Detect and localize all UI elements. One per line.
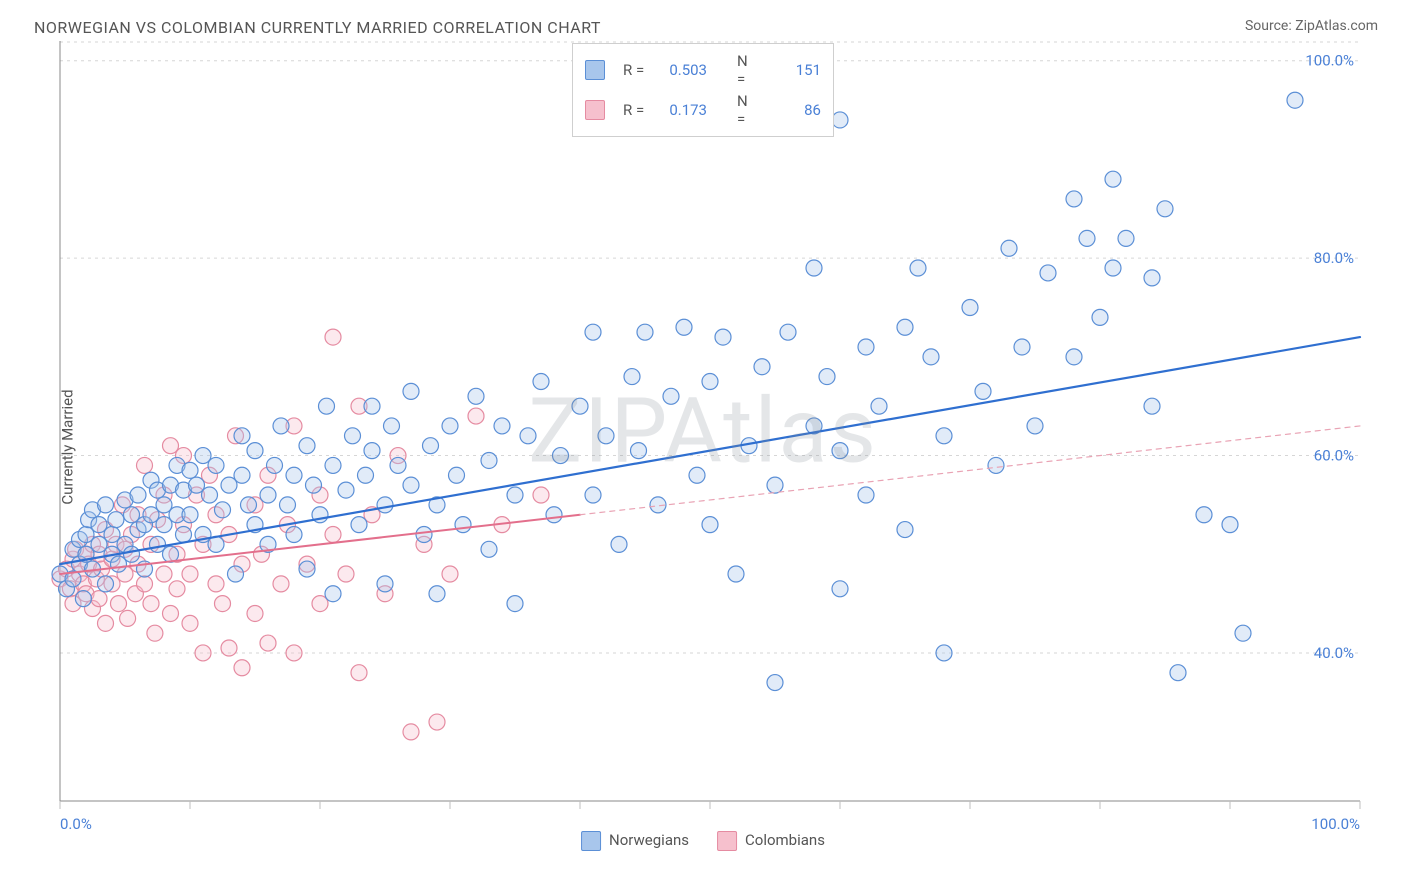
legend-stats-row-norwegians: R = 0.503 N = 151 [585,50,821,90]
legend-r-label: R = [623,61,645,79]
legend-r-value-colombians: 0.173 [655,101,707,119]
svg-text:100.0%: 100.0% [1305,52,1354,70]
swatch-colombians [717,831,737,851]
legend-item-norwegians: Norwegians [581,831,689,851]
svg-text:80.0%: 80.0% [1314,249,1354,267]
svg-text:60.0%: 60.0% [1314,447,1354,465]
svg-text:100.0%: 100.0% [1311,815,1360,833]
scatter-plot-svg: 0.0% 100.0% 40.0% 60.0% 80.0% 100.0% [0,37,1406,857]
legend-n-value-norwegians: 151 [769,61,821,79]
legend-label-norwegians: Norwegians [609,831,689,849]
legend-r-value-norwegians: 0.503 [655,61,707,79]
y-axis-label: Currently Married [59,389,77,504]
swatch-colombians [585,100,605,120]
svg-text:0.0%: 0.0% [60,815,92,833]
legend-label-colombians: Colombians [745,831,825,849]
legend-n-label: N = [737,52,759,88]
source-prefix: Source: [1245,18,1295,34]
svg-text:40.0%: 40.0% [1314,644,1354,662]
legend-n-label: N = [737,92,759,128]
chart-area: Currently Married ZIPAtlas 0.0%100.0%40.… [0,37,1406,857]
chart-title: NORWEGIAN VS COLOMBIAN CURRENTLY MARRIED… [34,18,601,37]
legend-n-value-colombians: 86 [769,101,821,119]
legend-item-colombians: Colombians [717,831,825,851]
legend-stats-row-colombians: R = 0.173 N = 86 [585,90,821,130]
swatch-norwegians [585,60,605,80]
source-attribution: Source: ZipAtlas.com [1245,18,1378,34]
header: NORWEGIAN VS COLOMBIAN CURRENTLY MARRIED… [0,0,1406,37]
legend-r-label: R = [623,101,645,119]
legend-stats-box: R = 0.503 N = 151 R = 0.173 N = 86 [572,43,834,137]
legend-series: Norwegians Colombians [581,831,825,851]
swatch-norwegians [581,831,601,851]
source-link[interactable]: ZipAtlas.com [1295,18,1378,34]
